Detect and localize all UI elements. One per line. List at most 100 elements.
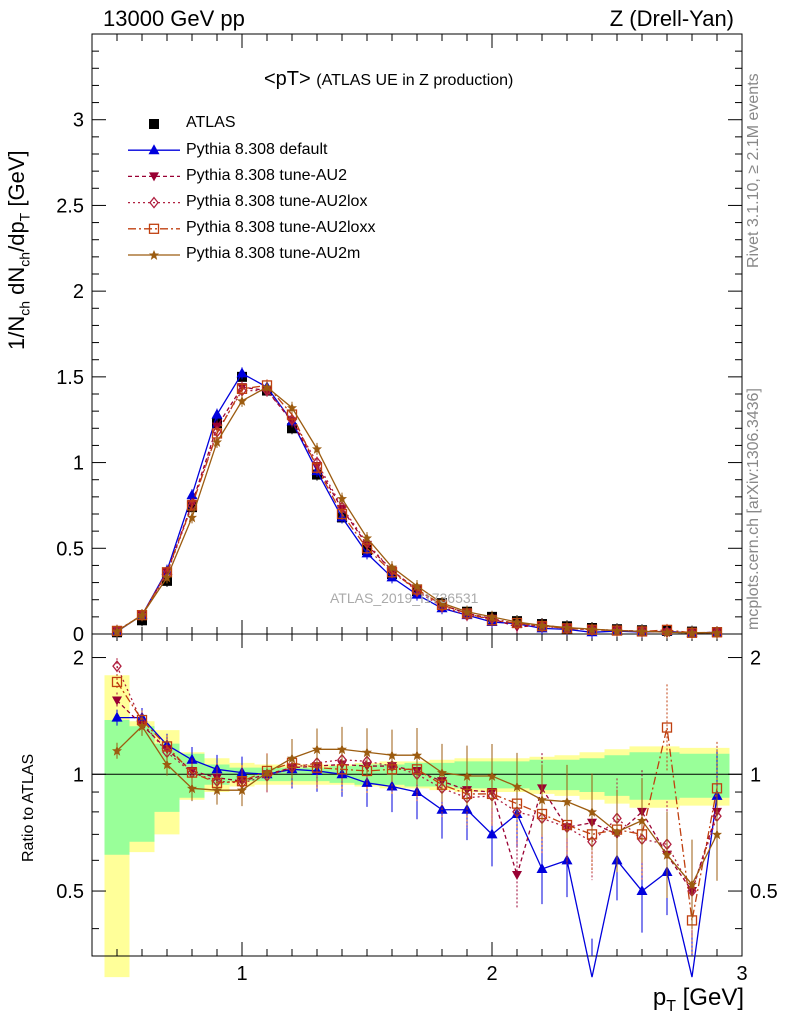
- data-point-au2m: [437, 598, 447, 609]
- data-point-au2m: [612, 625, 622, 636]
- ratio-point-au2m: [112, 745, 122, 756]
- ratio-point-au2loxx: [661, 722, 673, 733]
- data-point-au2m: [637, 626, 647, 637]
- data-point-atlas: [287, 423, 297, 434]
- series-au2m: [112, 381, 722, 639]
- rivet-version-text: Rivet 3.1.10, ≥ 2.1M events: [745, 73, 762, 268]
- main-y-axis-label: 1/Nch dNch/dpT [GeV]: [4, 150, 33, 350]
- ratio-point-au2m: [387, 750, 397, 761]
- ratio-point-au2lox: [112, 660, 122, 673]
- ratio-point-au2loxx: [111, 676, 123, 688]
- data-point-au2m: [312, 443, 322, 454]
- data-point-au2m: [262, 382, 272, 393]
- ratio-point-au2m: [487, 770, 497, 781]
- ratio-y-tick-label-left: 1: [73, 764, 84, 786]
- legend-marker-au2: [149, 172, 159, 182]
- legend-markers: [128, 119, 180, 260]
- ratio-y-tick-label-right: 0.5: [750, 881, 778, 903]
- data-point-au2m: [712, 627, 722, 638]
- ratio-y-tick-label-right: 1: [750, 764, 761, 786]
- ratio-point-au2m: [287, 753, 297, 764]
- main-y-tick-label: 2: [73, 281, 84, 303]
- data-point-au2m: [687, 627, 697, 638]
- yellow-uncertainty-band: [104, 675, 730, 978]
- green-uncertainty-band: [104, 720, 730, 855]
- main-plot-frame: [91, 33, 743, 635]
- data-point-au2m: [237, 395, 247, 406]
- plot-title: <pT> (ATLAS UE in Z production): [264, 68, 513, 91]
- ratio-point-default: [536, 862, 548, 873]
- legend-label-default: Pythia 8.308 default: [186, 141, 328, 158]
- ratio-point-au2m: [562, 796, 572, 807]
- ratio-point-au2m: [662, 849, 672, 860]
- data-point-au2m: [562, 622, 572, 633]
- ratio-point-au2: [512, 870, 522, 880]
- legend-marker-atlas: [149, 119, 159, 129]
- data-point-au2loxx: [311, 462, 323, 473]
- plot-title-sub: (ATLAS UE in Z production): [316, 72, 514, 89]
- ratio-point-au2m: [712, 829, 722, 840]
- ratio-point-au2m: [437, 767, 447, 778]
- data-point-au2m: [662, 627, 672, 638]
- process-label: Z (Drell-Yan): [609, 6, 734, 31]
- ratio-point-au2m: [462, 770, 472, 781]
- ratio-point-au2m: [262, 767, 272, 778]
- mcplots-reference-text: mcplots.cern.ch [arXiv:1306.3436]: [745, 388, 762, 630]
- ratio-point-au2m: [412, 750, 422, 761]
- main-y-tick-label: 3: [73, 110, 84, 132]
- x-axis-label: pT [GeV]: [652, 984, 744, 1015]
- x-tick-label: 1: [236, 963, 247, 985]
- data-point-default: [186, 489, 198, 500]
- x-tick-label: 2: [486, 963, 497, 985]
- data-point-default: [211, 408, 223, 419]
- data-point-au2m: [387, 562, 397, 573]
- data-point-au2m: [487, 611, 497, 622]
- data-point-au2m: [162, 572, 172, 583]
- legend-label-au2m: Pythia 8.308 tune-AU2m: [186, 245, 361, 262]
- ratio-point-au2m: [512, 781, 522, 792]
- x-tick-label: 3: [736, 963, 747, 985]
- ratio-point-au2: [112, 696, 122, 706]
- ratio-point-au2m: [587, 806, 597, 817]
- ratio-point-au2m: [337, 744, 347, 755]
- data-point-au2m: [537, 620, 547, 631]
- ratio-point-au2m: [312, 744, 322, 755]
- data-point-au2m: [137, 610, 147, 621]
- data-point-au2lox: [462, 609, 472, 622]
- legend-label-atlas: ATLAS: [186, 114, 236, 131]
- ratio-point-au2m: [187, 783, 197, 794]
- ratio-point-au2m: [237, 785, 247, 796]
- data-point-au2loxx: [236, 383, 248, 395]
- main-y-tick-label: 0: [73, 624, 84, 646]
- plot-title-main: <pT>: [264, 68, 311, 90]
- data-point-au2m: [187, 512, 197, 523]
- ratio-point-au2m: [537, 794, 547, 805]
- ratio-series-au2m: [112, 716, 722, 930]
- ratio-point-au2m: [162, 759, 172, 770]
- ratio-point-au2m: [612, 826, 622, 837]
- data-point-au2m: [337, 493, 347, 504]
- main-y-tick-label: 2.5: [56, 195, 84, 217]
- legend-marker-au2loxx: [148, 223, 160, 234]
- ratio-plot-series: [111, 658, 723, 978]
- data-point-au2loxx: [336, 508, 348, 520]
- main-plot-series: [111, 367, 723, 639]
- data-point-au2m: [462, 606, 472, 617]
- main-y-tick-label: 1: [73, 453, 84, 475]
- ratio-point-au2m: [362, 747, 372, 758]
- data-point-au2m: [512, 617, 522, 627]
- data-point-au2lox: [287, 413, 297, 426]
- tick-labels: 1 2 3 0 0.5 1 1.5 2 2.5 3 0.5 0.5 1 1 2 2: [56, 110, 778, 985]
- ratio-point-default: [486, 828, 498, 839]
- ratio-y-axis-label: Ratio to ATLAS: [20, 753, 37, 862]
- ratio-point-default: [111, 711, 123, 722]
- ratio-y-tick-label-left: 0.5: [56, 881, 84, 903]
- data-point-au2m: [287, 402, 297, 413]
- main-y-tick-label: 0.5: [56, 538, 84, 560]
- ratio-point-au2m: [687, 879, 697, 890]
- legend-marker-default: [148, 144, 160, 155]
- legend-label-au2loxx: Pythia 8.308 tune-AU2loxx: [186, 219, 376, 236]
- ratio-y-tick-label-right: 2: [750, 648, 761, 670]
- data-point-au2m: [212, 437, 222, 447]
